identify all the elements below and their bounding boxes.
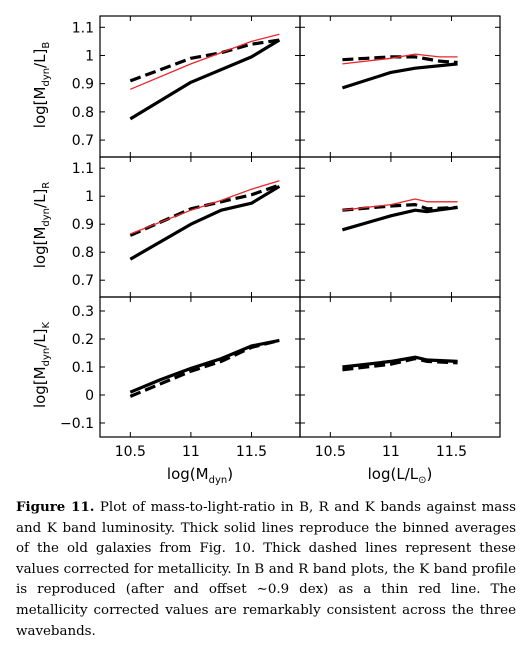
panel-frames [99, 15, 501, 438]
ytick-label-b-left: 0.7 [72, 133, 94, 149]
caption-text: Plot of mass-to-light-ratio in B, R and … [16, 500, 516, 639]
xtick-label-left: 10.5 [115, 444, 146, 460]
series-solid-b-left [129, 38, 281, 121]
series-dashed-r-left [129, 183, 280, 237]
figure-chart: 0.7 0.8 0.9 1 1.1 0.7 0.8 0.9 1 1.1 −0.1 0 0.1 0.2 0.3… [31, 15, 501, 486]
ytick-label-k-left: 0 [85, 388, 94, 404]
series-dashed-k-left [129, 338, 280, 398]
xtick-label-right: 11.5 [436, 444, 467, 460]
plot-lines [129, 33, 458, 398]
series-dashed-r-right [342, 203, 458, 212]
series-red-b-left [130, 33, 280, 90]
figure-caption: Figure 11. Plot of mass-to-light-ratio i… [16, 497, 516, 642]
panel-frame-r-left [99, 156, 301, 298]
tick-marks [100, 16, 500, 437]
x-axis-label-luminosity: log(L/L⊙) [368, 465, 433, 486]
series-red-r-left [130, 180, 280, 235]
ytick-label-r-left: 1.1 [72, 161, 94, 177]
ytick-label-k-left: −0.1 [60, 416, 94, 432]
y-axis-label-r: log[Mdyn/L]R [31, 182, 52, 269]
series-dashed-b-left [129, 38, 280, 83]
panel-frame-r-right [299, 156, 501, 298]
xtick-label-right: 11 [382, 444, 400, 460]
y-axis-label-b: log[Mdyn/L]B [31, 42, 52, 129]
ytick-label-r-left: 1 [85, 189, 94, 205]
ytick-label-r-left: 0.9 [72, 217, 94, 233]
caption-label: Figure 11. [16, 499, 95, 515]
x-axis-label-mass: log(Mdyn) [167, 465, 233, 486]
series-dashed-b-right [342, 55, 458, 65]
panel-frame-k-right [299, 296, 501, 438]
xtick-label-left: 11.5 [236, 444, 267, 460]
ytick-label-b-left: 0.9 [72, 77, 94, 93]
xtick-label-left: 11 [182, 444, 200, 460]
series-dashed-k-right [342, 357, 458, 372]
xtick-label-right: 10.5 [315, 444, 346, 460]
series-red-b-right [342, 53, 458, 65]
y-axis-label-k: log[Mdyn/L]K [31, 322, 52, 409]
series-solid-b-right [341, 62, 458, 90]
ytick-label-k-left: 0.3 [72, 304, 94, 320]
ytick-label-b-left: 0.8 [72, 105, 94, 121]
series-red-r-right [342, 198, 458, 211]
ytick-label-r-left: 0.7 [72, 273, 94, 289]
tick-labels: 0.7 0.8 0.9 1 1.1 0.7 0.8 0.9 1 1.1 −0.1 0 0.1 0.2 0.3… [60, 20, 467, 460]
series-solid-r-right [341, 205, 458, 232]
ytick-label-b-left: 1 [85, 48, 94, 64]
ytick-label-k-left: 0.2 [72, 332, 94, 348]
ytick-label-r-left: 0.8 [72, 245, 94, 261]
ytick-label-b-left: 1.1 [72, 20, 94, 36]
panel-frame-b-right [299, 15, 501, 158]
series-solid-r-left [129, 185, 281, 261]
ytick-label-k-left: 0.1 [72, 360, 94, 376]
